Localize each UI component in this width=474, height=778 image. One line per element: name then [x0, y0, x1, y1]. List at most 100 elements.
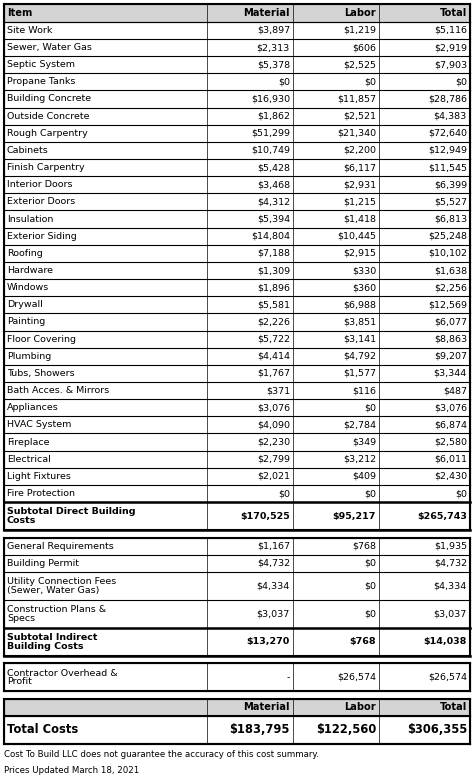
Text: $4,732: $4,732	[257, 559, 290, 568]
Text: $5,428: $5,428	[257, 163, 290, 172]
Text: Propane Tanks: Propane Tanks	[7, 77, 75, 86]
Bar	[4, 450, 470, 468]
Text: $14,038: $14,038	[424, 637, 467, 647]
Bar	[4, 382, 470, 399]
Text: $3,037: $3,037	[256, 609, 290, 619]
Text: Profit: Profit	[7, 678, 32, 686]
Text: $606: $606	[352, 43, 376, 52]
Bar	[4, 664, 470, 692]
Text: $360: $360	[352, 283, 376, 293]
Text: $2,525: $2,525	[343, 60, 376, 69]
Bar	[4, 245, 470, 262]
Text: $6,011: $6,011	[434, 454, 467, 464]
Text: $0: $0	[364, 559, 376, 568]
Text: Building Permit: Building Permit	[7, 559, 79, 568]
Text: Appliances: Appliances	[7, 403, 59, 412]
Text: $6,399: $6,399	[434, 180, 467, 189]
Text: $3,851: $3,851	[343, 317, 376, 327]
Bar	[4, 716, 470, 744]
Text: Hardware: Hardware	[7, 266, 53, 275]
Text: $6,077: $6,077	[434, 317, 467, 327]
Text: Bath Acces. & Mirrors: Bath Acces. & Mirrors	[7, 386, 109, 395]
Text: Floor Covering: Floor Covering	[7, 335, 76, 344]
Text: Light Fixtures: Light Fixtures	[7, 471, 71, 481]
Text: $72,640: $72,640	[428, 129, 467, 138]
Text: Material: Material	[244, 8, 290, 18]
Text: Utility Connection Fees: Utility Connection Fees	[7, 577, 116, 586]
Text: $2,430: $2,430	[434, 471, 467, 481]
Bar	[4, 22, 470, 39]
Text: $14,804: $14,804	[251, 232, 290, 240]
Bar	[4, 73, 470, 90]
Text: $1,896: $1,896	[257, 283, 290, 293]
Text: $1,862: $1,862	[257, 111, 290, 121]
Text: Prices Updated March 18, 2021: Prices Updated March 18, 2021	[4, 766, 139, 775]
Text: $3,344: $3,344	[434, 369, 467, 378]
Text: Site Work: Site Work	[7, 26, 52, 35]
Text: Roofing: Roofing	[7, 249, 43, 258]
Text: $10,749: $10,749	[251, 146, 290, 155]
Text: Cabinets: Cabinets	[7, 146, 49, 155]
Text: Subtotal Indirect: Subtotal Indirect	[7, 633, 98, 642]
Text: $9,207: $9,207	[434, 352, 467, 361]
Text: $3,468: $3,468	[257, 180, 290, 189]
Text: $12,949: $12,949	[428, 146, 467, 155]
Text: $2,021: $2,021	[257, 471, 290, 481]
Text: Tubs, Showers: Tubs, Showers	[7, 369, 74, 378]
Text: $5,722: $5,722	[257, 335, 290, 344]
Bar	[4, 600, 470, 628]
Text: Total: Total	[440, 703, 467, 713]
Bar	[4, 296, 470, 314]
Bar	[4, 628, 470, 656]
Bar	[4, 176, 470, 193]
Text: Interior Doors: Interior Doors	[7, 180, 73, 189]
Text: $330: $330	[352, 266, 376, 275]
Text: $6,117: $6,117	[343, 163, 376, 172]
Text: Finish Carpentry: Finish Carpentry	[7, 163, 85, 172]
Bar	[4, 193, 470, 211]
Text: $4,792: $4,792	[343, 352, 376, 361]
Text: $4,732: $4,732	[434, 559, 467, 568]
Text: $2,521: $2,521	[343, 111, 376, 121]
Text: $51,299: $51,299	[251, 129, 290, 138]
Text: $768: $768	[349, 637, 376, 647]
Bar	[4, 211, 470, 228]
Text: $3,076: $3,076	[434, 403, 467, 412]
Bar	[4, 485, 470, 502]
Text: Outside Concrete: Outside Concrete	[7, 111, 90, 121]
Bar	[4, 4, 470, 22]
Text: Fireplace: Fireplace	[7, 437, 49, 447]
Bar	[4, 159, 470, 176]
Text: Labor: Labor	[345, 8, 376, 18]
Text: $2,799: $2,799	[257, 454, 290, 464]
Text: $6,874: $6,874	[434, 420, 467, 429]
Text: Total: Total	[440, 8, 467, 18]
Text: Costs: Costs	[7, 516, 36, 525]
Text: $5,581: $5,581	[257, 300, 290, 310]
Text: $487: $487	[443, 386, 467, 395]
Text: $116: $116	[352, 386, 376, 395]
Text: $1,219: $1,219	[343, 26, 376, 35]
Text: $3,141: $3,141	[343, 335, 376, 344]
Text: $0: $0	[278, 489, 290, 498]
Text: $21,340: $21,340	[337, 129, 376, 138]
Text: $349: $349	[352, 437, 376, 447]
Text: Electrical: Electrical	[7, 454, 51, 464]
Text: $1,167: $1,167	[257, 541, 290, 551]
Text: $25,248: $25,248	[428, 232, 467, 240]
Text: $0: $0	[364, 489, 376, 498]
Text: $2,915: $2,915	[343, 249, 376, 258]
Text: -: -	[287, 673, 290, 682]
Text: General Requirements: General Requirements	[7, 541, 114, 551]
Bar	[4, 107, 470, 124]
Text: Windows: Windows	[7, 283, 49, 293]
Text: $0: $0	[364, 581, 376, 591]
Text: $306,355: $306,355	[407, 723, 467, 736]
Text: $122,560: $122,560	[316, 723, 376, 736]
Text: $28,786: $28,786	[428, 94, 467, 103]
Text: $0: $0	[364, 609, 376, 619]
Bar	[4, 279, 470, 296]
Text: $2,784: $2,784	[343, 420, 376, 429]
Bar	[4, 365, 470, 382]
Text: Subtotal Direct Building: Subtotal Direct Building	[7, 507, 136, 516]
